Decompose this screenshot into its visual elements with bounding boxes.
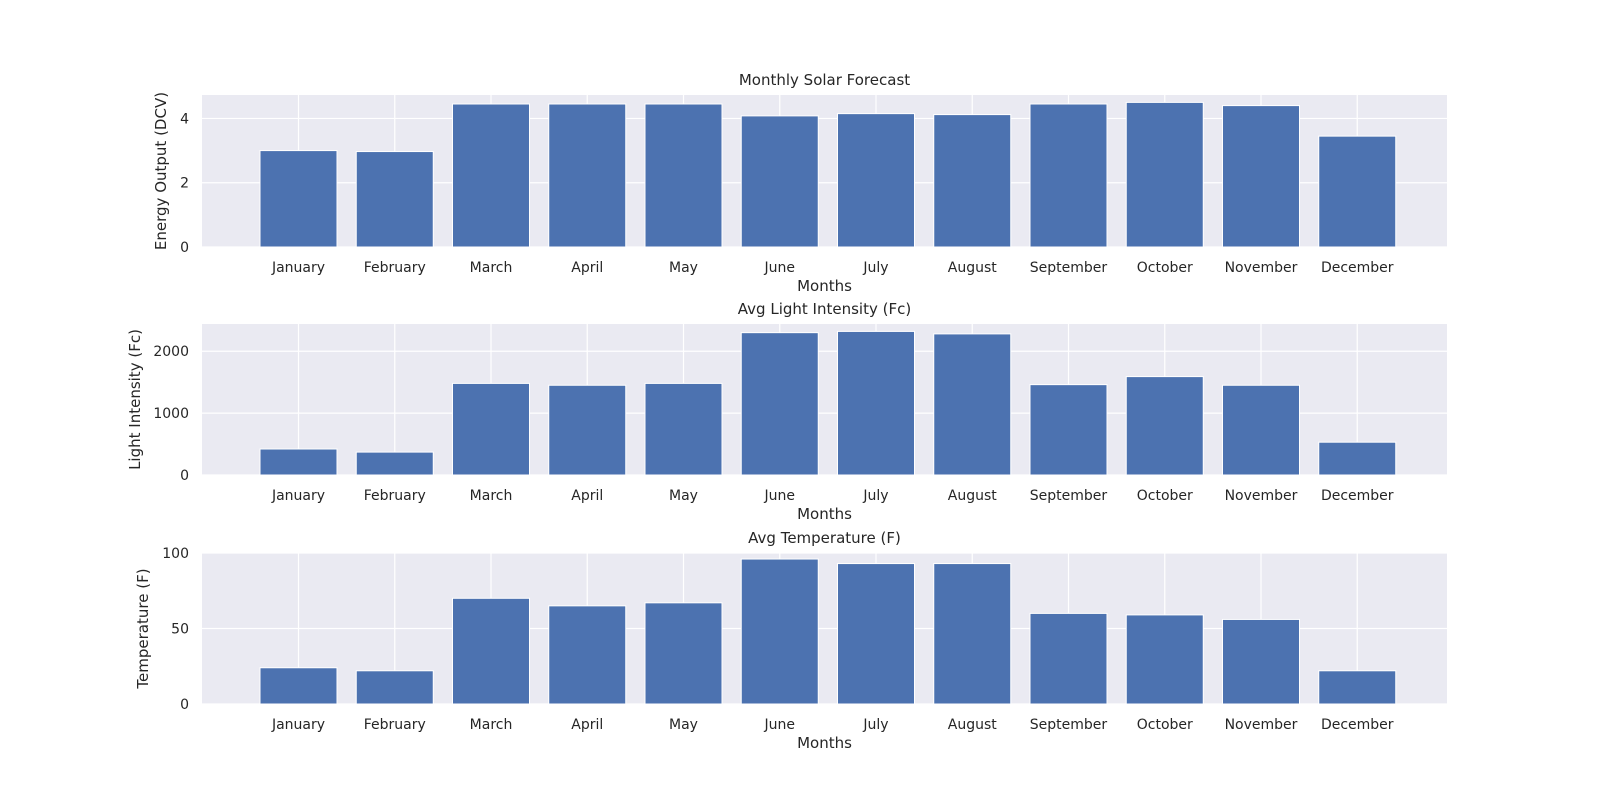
bar-october [1125,614,1204,705]
x-tick-label: March [470,717,513,733]
x-tick-label: June [764,488,796,504]
x-tick-label: August [948,488,998,504]
x-tick-label: January [271,488,325,504]
x-tick-label: January [271,717,325,733]
x-axis-label: Months [797,505,852,523]
x-tick-label: May [669,717,698,733]
bar-december [1318,441,1397,476]
y-axis-label: Energy Output (DCV) [152,92,170,250]
y-tick-label: 4 [180,111,189,127]
bar-june [740,558,819,705]
bar-august [933,563,1012,705]
bar-november [1222,384,1300,476]
bar-december [1318,135,1397,248]
x-tick-label: December [1321,488,1394,504]
bar-february [355,151,434,248]
bar-april [548,103,627,248]
bar-november [1222,618,1300,705]
bar-may [644,382,723,476]
y-tick-label: 100 [162,546,189,562]
x-tick-label: October [1137,260,1193,276]
x-tick-label: February [364,488,426,504]
x-tick-label: November [1225,488,1298,504]
x-tick-label: July [862,488,888,504]
bar-may [644,602,723,705]
chart-title: Avg Light Intensity (Fc) [738,300,911,318]
y-tick-label: 0 [180,240,189,256]
bar-october [1125,376,1204,476]
bar-august [933,114,1012,248]
bar-march [452,597,530,705]
x-tick-label: April [571,260,603,276]
x-tick-label: May [669,488,698,504]
x-tick-label: October [1137,488,1193,504]
bar-march [452,382,530,476]
bar-january [259,448,338,476]
x-tick-label: April [571,717,603,733]
bar-march [452,103,530,248]
x-tick-label: September [1030,717,1108,733]
x-tick-label: November [1225,260,1298,276]
y-tick-label: 2000 [153,344,189,360]
bar-june [740,332,819,476]
x-tick-label: July [862,260,888,276]
bar-february [355,670,434,705]
chart-panel-1: January February March April May June July Augu… [152,71,1447,295]
bar-january [259,150,338,248]
bar-april [548,384,627,476]
y-axis-label: Light Intensity (Fc) [126,329,144,470]
bar-september [1029,384,1108,476]
x-tick-label: September [1030,260,1108,276]
bar-june [740,115,819,248]
bar-february [355,451,434,476]
bar-october [1125,101,1204,248]
x-tick-label: September [1030,488,1108,504]
x-tick-label: December [1321,260,1394,276]
x-tick-label: November [1225,717,1298,733]
x-tick-label: February [364,717,426,733]
y-tick-label: 50 [171,622,189,638]
chart-title: Avg Temperature (F) [748,529,901,547]
x-tick-label: June [764,717,796,733]
x-tick-label: May [669,260,698,276]
bar-december [1318,670,1397,705]
bar-august [933,333,1012,476]
bar-january [259,667,338,705]
x-tick-label: October [1137,717,1193,733]
bar-july [837,113,915,248]
x-tick-label: August [948,260,998,276]
y-tick-label: 0 [180,468,189,484]
x-tick-label: July [862,717,888,733]
y-tick-label: 1000 [153,406,189,422]
chart-title: Monthly Solar Forecast [739,71,910,89]
chart-panel-2: January February March April May June July Augu… [126,300,1447,523]
x-axis-label: Months [797,277,852,295]
bar-may [644,103,723,248]
bar-november [1222,105,1300,248]
chart-panel-3: January February March April May June July Augu… [134,529,1447,752]
bar-july [837,330,915,476]
x-tick-label: March [470,488,513,504]
x-tick-label: February [364,260,426,276]
y-axis-label: Temperature (F) [134,568,152,689]
x-tick-label: December [1321,717,1394,733]
x-axis-label: Months [797,734,852,752]
bar-september [1029,612,1108,705]
bar-september [1029,103,1108,248]
x-tick-label: January [271,260,325,276]
x-tick-label: March [470,260,513,276]
y-tick-label: 0 [180,697,189,713]
x-tick-label: April [571,488,603,504]
y-tick-label: 2 [180,176,189,192]
x-tick-label: June [764,260,796,276]
x-tick-label: August [948,717,998,733]
bar-july [837,563,915,705]
bar-april [548,605,627,705]
